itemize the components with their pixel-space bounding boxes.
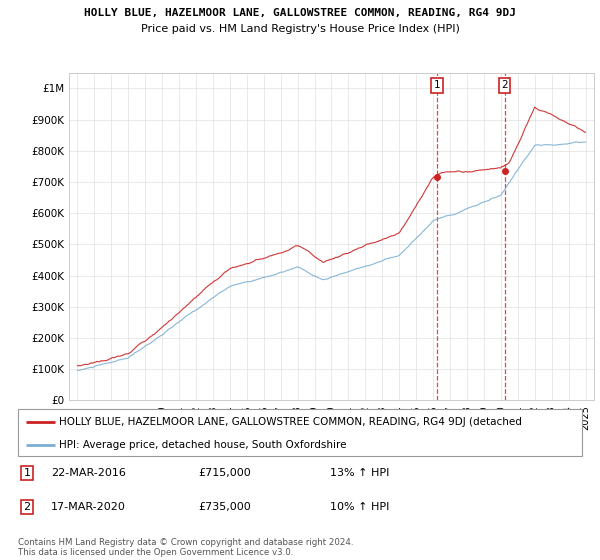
Text: 22-MAR-2016: 22-MAR-2016 — [51, 468, 126, 478]
Text: 2: 2 — [501, 80, 508, 90]
Text: Contains HM Land Registry data © Crown copyright and database right 2024.
This d: Contains HM Land Registry data © Crown c… — [18, 538, 353, 557]
Text: Price paid vs. HM Land Registry's House Price Index (HPI): Price paid vs. HM Land Registry's House … — [140, 24, 460, 34]
Text: HOLLY BLUE, HAZELMOOR LANE, GALLOWSTREE COMMON, READING, RG4 9DJ (detached: HOLLY BLUE, HAZELMOOR LANE, GALLOWSTREE … — [59, 417, 521, 427]
FancyBboxPatch shape — [18, 409, 582, 456]
Text: 1: 1 — [434, 80, 440, 90]
Text: HPI: Average price, detached house, South Oxfordshire: HPI: Average price, detached house, Sout… — [59, 440, 346, 450]
Text: 2: 2 — [23, 502, 31, 512]
Text: 10% ↑ HPI: 10% ↑ HPI — [330, 502, 389, 512]
Text: 17-MAR-2020: 17-MAR-2020 — [51, 502, 126, 512]
Text: 13% ↑ HPI: 13% ↑ HPI — [330, 468, 389, 478]
Text: £735,000: £735,000 — [198, 502, 251, 512]
Text: HOLLY BLUE, HAZELMOOR LANE, GALLOWSTREE COMMON, READING, RG4 9DJ: HOLLY BLUE, HAZELMOOR LANE, GALLOWSTREE … — [84, 8, 516, 18]
Text: 1: 1 — [23, 468, 31, 478]
Text: £715,000: £715,000 — [198, 468, 251, 478]
